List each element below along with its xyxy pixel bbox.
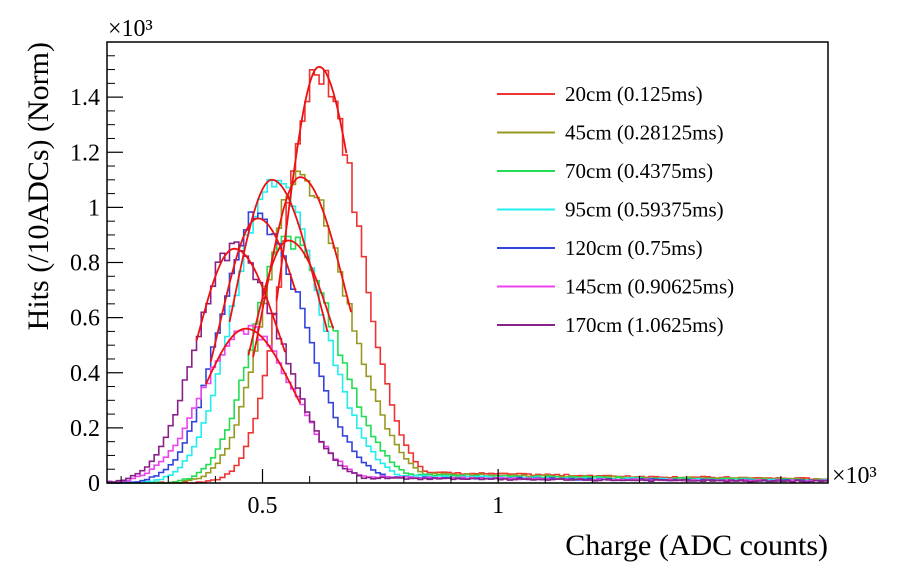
series-histogram-5 bbox=[107, 324, 828, 483]
x-axis-title: Charge (ADC counts) bbox=[565, 529, 828, 562]
y-exponent: ×10³ bbox=[108, 16, 153, 42]
y-tick-label: 1 bbox=[88, 195, 100, 221]
fit-curve-3 bbox=[228, 178, 329, 333]
legend-label-5: 145cm (0.90625ms) bbox=[565, 275, 734, 299]
fit-curve-0 bbox=[275, 65, 348, 302]
y-tick-label: 0.6 bbox=[70, 306, 100, 332]
legend-label-0: 20cm (0.125ms) bbox=[565, 82, 703, 106]
fit-curve-4 bbox=[209, 217, 297, 363]
y-tick-label: 0.4 bbox=[70, 361, 100, 387]
fit-curve-6 bbox=[195, 247, 286, 353]
fit-curve-2 bbox=[247, 239, 335, 356]
y-tick-label: 0.8 bbox=[70, 251, 100, 277]
y-tick-label: 1.4 bbox=[70, 85, 100, 111]
y-tick-label: 0.2 bbox=[70, 416, 100, 442]
series-histogram-6 bbox=[107, 241, 828, 483]
x-tick-label: 1 bbox=[492, 493, 504, 519]
series-layer bbox=[107, 69, 828, 484]
y-axis-title: Hits (/10ADCs) (Norm) bbox=[22, 42, 55, 330]
fit-curve-5 bbox=[205, 327, 302, 404]
x-tick-label: 0.5 bbox=[248, 493, 278, 519]
legend: 20cm (0.125ms) 45cm (0.28125ms) 70cm (0.43… bbox=[497, 82, 734, 337]
legend-label-3: 95cm (0.59375ms) bbox=[565, 198, 724, 222]
legend-label-4: 120cm (0.75ms) bbox=[565, 236, 703, 260]
fit-layer bbox=[195, 65, 352, 404]
legend-label-6: 170cm (1.0625ms) bbox=[565, 313, 724, 337]
x-exponent: ×10³ bbox=[832, 463, 877, 489]
y-tick-label: 1.2 bbox=[70, 140, 100, 166]
series-histogram-4 bbox=[107, 211, 828, 484]
y-tick-label: 0 bbox=[88, 471, 100, 497]
legend-label-1: 45cm (0.28125ms) bbox=[565, 121, 724, 145]
series-histogram-0 bbox=[107, 69, 828, 484]
legend-label-2: 70cm (0.4375ms) bbox=[565, 159, 713, 183]
tick-layer: 0 0.2 0.4 0.6 0.8 1 1.2 1.4 0.5 1 bbox=[70, 55, 782, 519]
